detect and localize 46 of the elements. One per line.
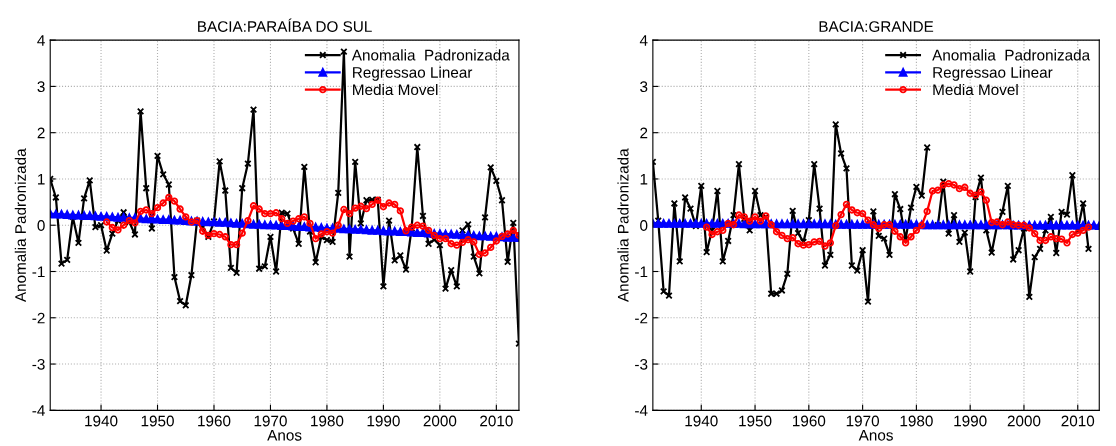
chart-title: BACIA:PARAÍBA DO SUL xyxy=(198,18,372,32)
x-tick-label: 2010 xyxy=(1061,415,1095,427)
y-tick-label: 4 xyxy=(639,35,648,46)
x-tick-label: 1980 xyxy=(311,415,344,427)
legend-label: Regressao Linear xyxy=(933,66,1053,81)
x-axis-title: Anos xyxy=(267,429,302,441)
legend-label: Anomalia Padronizada xyxy=(932,49,1091,61)
x-tick-label: 1970 xyxy=(254,415,287,427)
y-tick-label: 0 xyxy=(640,220,648,231)
x-tick-label: 1940 xyxy=(685,415,718,427)
legend-label: Anomalia Padronizada xyxy=(351,49,510,61)
y-tick-label: -1 xyxy=(635,266,648,278)
x-tick-label: 1960 xyxy=(793,415,826,427)
x-axis-title: Anos xyxy=(858,429,893,441)
x-tick-label: 1990 xyxy=(954,415,987,427)
y-tick-label: 2 xyxy=(640,127,648,139)
y-tick-label: 3 xyxy=(37,81,45,93)
legend-label: Regressao Linear xyxy=(353,66,473,81)
x-tick-label: 1970 xyxy=(846,415,880,427)
x-tick-label: 1950 xyxy=(141,415,174,427)
x-tick-label: 1960 xyxy=(198,415,231,427)
y-tick-label: -1 xyxy=(32,266,45,278)
y-tick-label: 0 xyxy=(37,220,45,231)
y-axis-title: Anomalia Padronizada xyxy=(617,148,629,303)
legend-label: Media Movel xyxy=(353,83,438,96)
y-tick-label: -2 xyxy=(635,312,648,324)
y-axis-title: Anomalia Padronizada xyxy=(14,148,26,303)
y-tick-label: 1 xyxy=(640,173,648,185)
y-tick-label: 4 xyxy=(37,35,45,46)
x-tick-label: 1950 xyxy=(739,415,772,427)
x-tick-label: 2000 xyxy=(423,415,457,427)
legend-label: Media Movel xyxy=(933,83,1018,96)
y-tick-label: 2 xyxy=(37,127,45,139)
y-tick-label: -2 xyxy=(32,312,45,324)
x-tick-label: 2000 xyxy=(1007,415,1041,427)
y-tick-label: -4 xyxy=(32,405,45,416)
x-tick-label: 1990 xyxy=(367,415,400,427)
x-tick-label: 1940 xyxy=(85,415,118,427)
y-tick-label: -3 xyxy=(32,358,45,370)
y-tick-label: -3 xyxy=(635,358,648,370)
x-tick-label: 2010 xyxy=(480,415,513,427)
y-tick-label: -4 xyxy=(635,405,648,416)
y-tick-label: 3 xyxy=(640,81,648,93)
x-tick-label: 1980 xyxy=(900,415,933,427)
chart-title: BACIA:GRANDE xyxy=(819,21,934,32)
y-tick-label: 1 xyxy=(38,173,45,185)
